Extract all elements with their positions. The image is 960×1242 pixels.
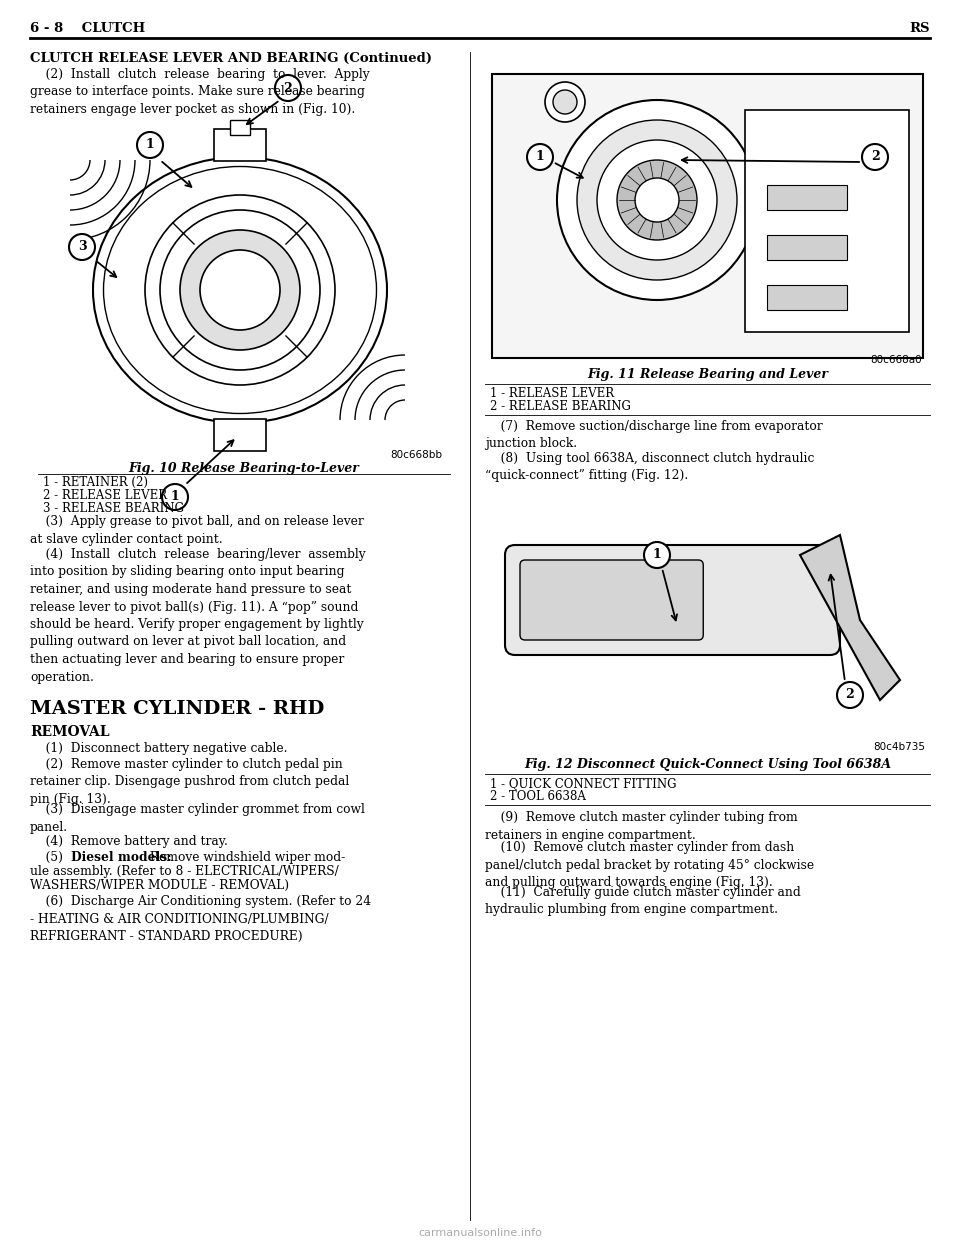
Text: (2)  Remove master cylinder to clutch pedal pin
retainer clip. Disengage pushrod: (2) Remove master cylinder to clutch ped… <box>30 758 349 806</box>
Text: 6 - 8    CLUTCH: 6 - 8 CLUTCH <box>30 22 145 35</box>
Text: 80c4b735: 80c4b735 <box>873 741 925 751</box>
Text: (2)  Install  clutch  release  bearing  to  lever.  Apply
grease to interface po: (2) Install clutch release bearing to le… <box>30 68 370 116</box>
Text: (8)  Using tool 6638A, disconnect clutch hydraulic
“quick-connect” fitting (Fig.: (8) Using tool 6638A, disconnect clutch … <box>485 452 814 482</box>
Ellipse shape <box>104 166 376 414</box>
Text: (3)  Apply grease to pivot ball, and on release lever
at slave cylinder contact : (3) Apply grease to pivot ball, and on r… <box>30 515 364 545</box>
FancyBboxPatch shape <box>214 129 266 161</box>
Text: 2: 2 <box>846 688 854 702</box>
Text: (11)  Carefully guide clutch master cylinder and
hydraulic plumbing from engine : (11) Carefully guide clutch master cylin… <box>485 886 801 917</box>
FancyBboxPatch shape <box>520 560 704 640</box>
Bar <box>230 120 250 135</box>
Text: (10)  Remove clutch master cylinder from dash
panel/clutch pedal bracket by rota: (10) Remove clutch master cylinder from … <box>485 841 814 889</box>
Text: Fig. 11 Release Bearing and Lever: Fig. 11 Release Bearing and Lever <box>587 368 828 381</box>
Text: 1 - RELEASE LEVER: 1 - RELEASE LEVER <box>490 388 614 400</box>
FancyBboxPatch shape <box>745 111 909 332</box>
Text: (6)  Discharge Air Conditioning system. (Refer to 24
- HEATING & AIR CONDITIONIN: (6) Discharge Air Conditioning system. (… <box>30 895 372 943</box>
Circle shape <box>527 144 553 170</box>
Text: CLUTCH RELEASE LEVER AND BEARING (Continued): CLUTCH RELEASE LEVER AND BEARING (Contin… <box>30 52 432 65</box>
Text: WASHERS/WIPER MODULE - REMOVAL): WASHERS/WIPER MODULE - REMOVAL) <box>30 879 289 892</box>
Circle shape <box>862 144 888 170</box>
Text: RS: RS <box>909 22 930 35</box>
Text: 1: 1 <box>653 549 661 561</box>
Circle shape <box>180 230 300 350</box>
FancyBboxPatch shape <box>505 545 840 655</box>
Circle shape <box>644 542 670 568</box>
Ellipse shape <box>93 156 387 424</box>
Text: 2 - TOOL 6638A: 2 - TOOL 6638A <box>490 790 586 804</box>
Text: 3: 3 <box>78 241 86 253</box>
Text: 1: 1 <box>171 491 180 503</box>
Circle shape <box>69 233 95 260</box>
Text: 2 - RELEASE BEARING: 2 - RELEASE BEARING <box>490 400 631 414</box>
Text: (7)  Remove suction/discharge line from evaporator
junction block.: (7) Remove suction/discharge line from e… <box>485 420 823 451</box>
Circle shape <box>275 75 301 101</box>
Circle shape <box>200 250 280 330</box>
Text: 2: 2 <box>871 150 879 164</box>
Text: 80c668bb: 80c668bb <box>390 450 442 460</box>
Circle shape <box>635 178 679 222</box>
Circle shape <box>557 101 757 301</box>
Text: 1 - QUICK CONNECT FITTING: 1 - QUICK CONNECT FITTING <box>490 777 677 790</box>
Text: Fig. 12 Disconnect Quick-Connect Using Tool 6638A: Fig. 12 Disconnect Quick-Connect Using T… <box>524 758 891 771</box>
Text: (4)  Remove battery and tray.: (4) Remove battery and tray. <box>30 835 228 848</box>
Bar <box>767 185 847 210</box>
Text: 3 - RELEASE BEARING: 3 - RELEASE BEARING <box>43 502 184 515</box>
Text: Fig. 10 Release Bearing-to-Lever: Fig. 10 Release Bearing-to-Lever <box>129 462 359 474</box>
Text: carmanualsonline.info: carmanualsonline.info <box>418 1228 542 1238</box>
FancyBboxPatch shape <box>214 419 266 451</box>
Circle shape <box>145 195 335 385</box>
Polygon shape <box>800 535 900 700</box>
Text: MASTER CYLINDER - RHD: MASTER CYLINDER - RHD <box>30 700 324 718</box>
Text: 2 - RELEASE LEVER: 2 - RELEASE LEVER <box>43 489 167 502</box>
Text: 80c668a0: 80c668a0 <box>871 355 922 365</box>
Circle shape <box>553 89 577 114</box>
Text: REMOVAL: REMOVAL <box>30 725 109 739</box>
Circle shape <box>837 682 863 708</box>
Circle shape <box>597 140 717 260</box>
Text: ule assembly. (Refer to 8 - ELECTRICAL/WIPERS/: ule assembly. (Refer to 8 - ELECTRICAL/W… <box>30 864 339 878</box>
Text: Remove windshield wiper mod-: Remove windshield wiper mod- <box>146 851 345 864</box>
Text: (3)  Disengage master cylinder grommet from cowl
panel.: (3) Disengage master cylinder grommet fr… <box>30 804 365 833</box>
Circle shape <box>617 160 697 240</box>
Text: 1: 1 <box>146 139 155 152</box>
Circle shape <box>577 120 737 279</box>
Circle shape <box>160 210 320 370</box>
Text: 1 - RETAINER (2): 1 - RETAINER (2) <box>43 476 148 489</box>
Bar <box>767 235 847 260</box>
Text: Diesel models:: Diesel models: <box>71 851 172 864</box>
Text: 2: 2 <box>283 82 293 94</box>
Text: (4)  Install  clutch  release  bearing/lever  assembly
into position by sliding : (4) Install clutch release bearing/lever… <box>30 548 366 683</box>
Bar <box>767 284 847 310</box>
Bar <box>38 118 450 458</box>
Circle shape <box>545 82 585 122</box>
Circle shape <box>162 484 188 510</box>
Text: (1)  Disconnect battery negative cable.: (1) Disconnect battery negative cable. <box>30 741 287 755</box>
Circle shape <box>137 132 163 158</box>
FancyBboxPatch shape <box>492 75 923 358</box>
Bar <box>485 491 930 750</box>
Text: (5): (5) <box>30 851 71 864</box>
Text: (9)  Remove clutch master cylinder tubing from
retainers in engine compartment.: (9) Remove clutch master cylinder tubing… <box>485 811 798 842</box>
Text: 1: 1 <box>536 150 544 164</box>
